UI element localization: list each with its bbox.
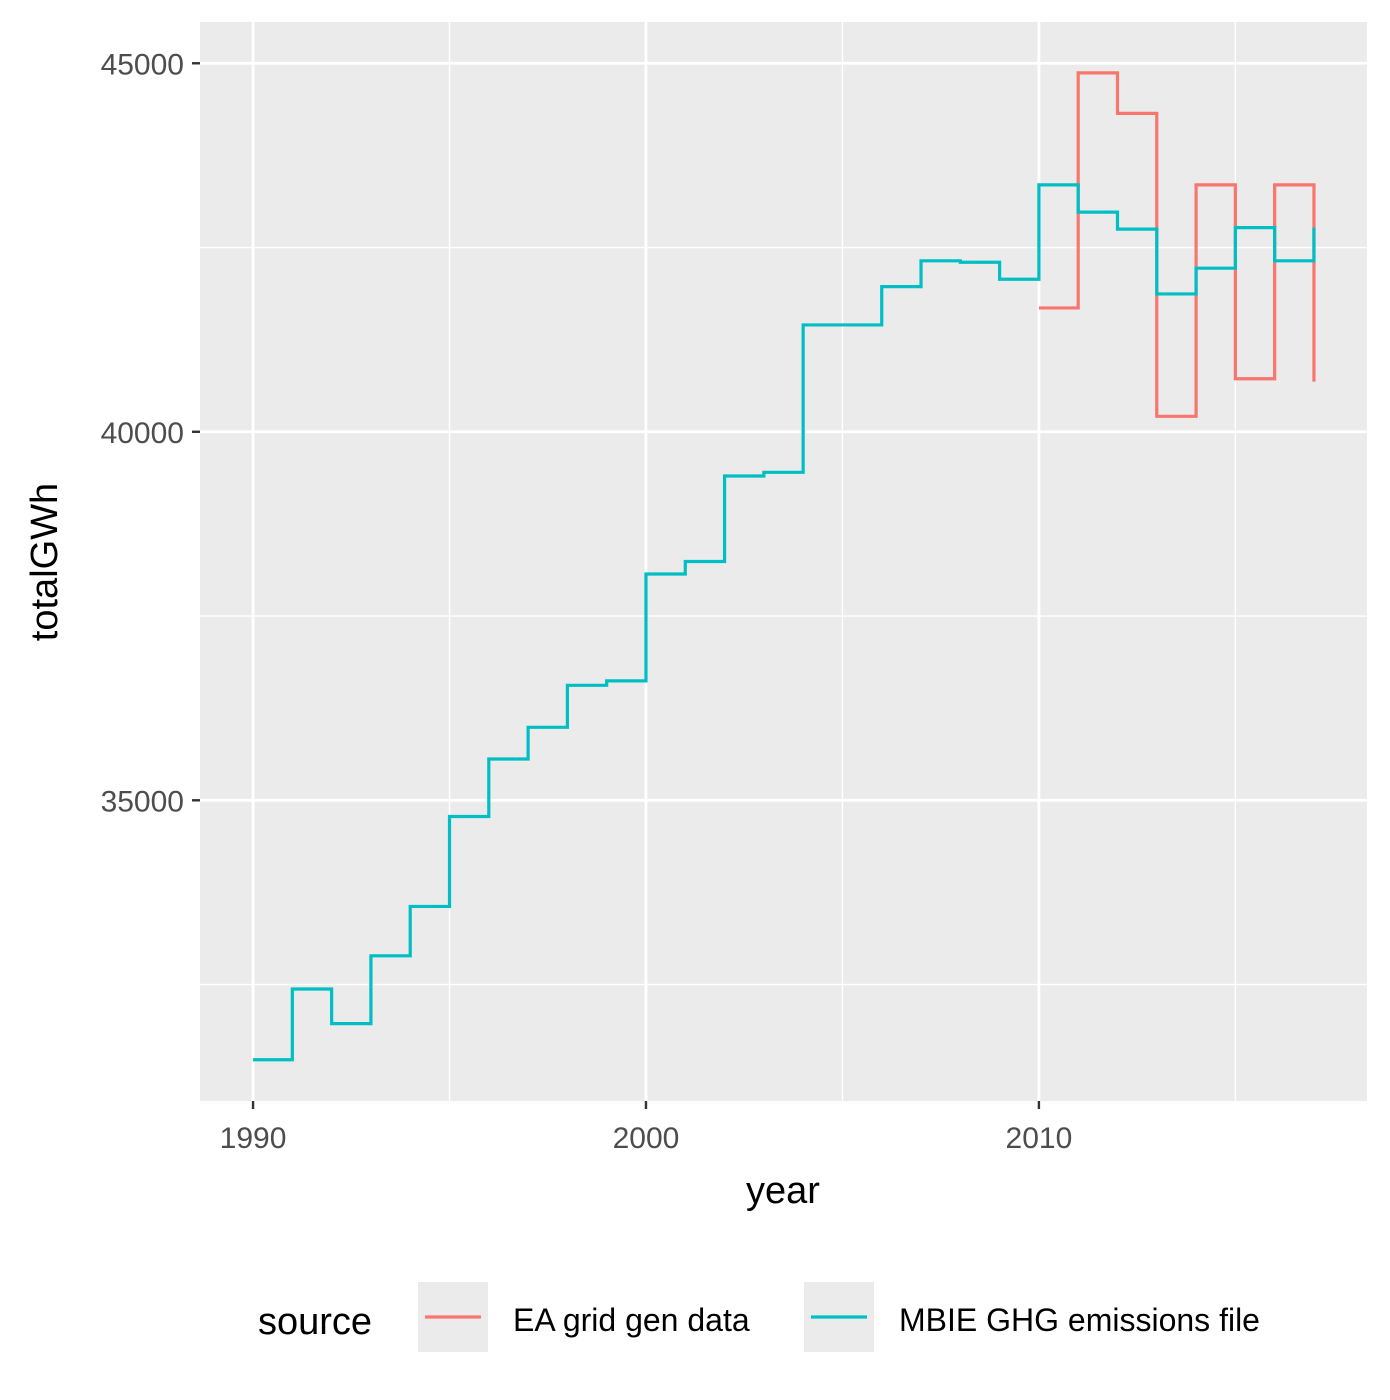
y-axis-title: totalGWh — [24, 483, 66, 641]
series-layer — [253, 71, 1316, 1062]
legend-label-ea-grid-gen-data: EA grid gen data — [513, 1302, 750, 1338]
legend-title: source — [258, 1301, 372, 1343]
x-tick-label: 2000 — [613, 1122, 680, 1155]
x-axis: 1990 2000 2010 — [220, 1101, 1073, 1155]
x-tick-label: 1990 — [220, 1122, 287, 1155]
x-axis-title: year — [746, 1170, 820, 1212]
y-tick-label: 35000 — [101, 785, 184, 818]
y-tick-label: 40000 — [101, 417, 184, 450]
y-tick-label: 45000 — [101, 48, 184, 81]
legend: source EA grid gen data MBIE GHG emissio… — [258, 1282, 1260, 1352]
x-tick-label: 2010 — [1006, 1122, 1073, 1155]
series-line-mbie-ghg-emissions-file — [253, 183, 1316, 1062]
major-gridlines — [200, 22, 1367, 1101]
plot-panel — [200, 22, 1367, 1101]
legend-label-mbie-ghg-emissions-file: MBIE GHG emissions file — [899, 1302, 1260, 1338]
y-axis: 35000 40000 45000 — [101, 48, 200, 818]
